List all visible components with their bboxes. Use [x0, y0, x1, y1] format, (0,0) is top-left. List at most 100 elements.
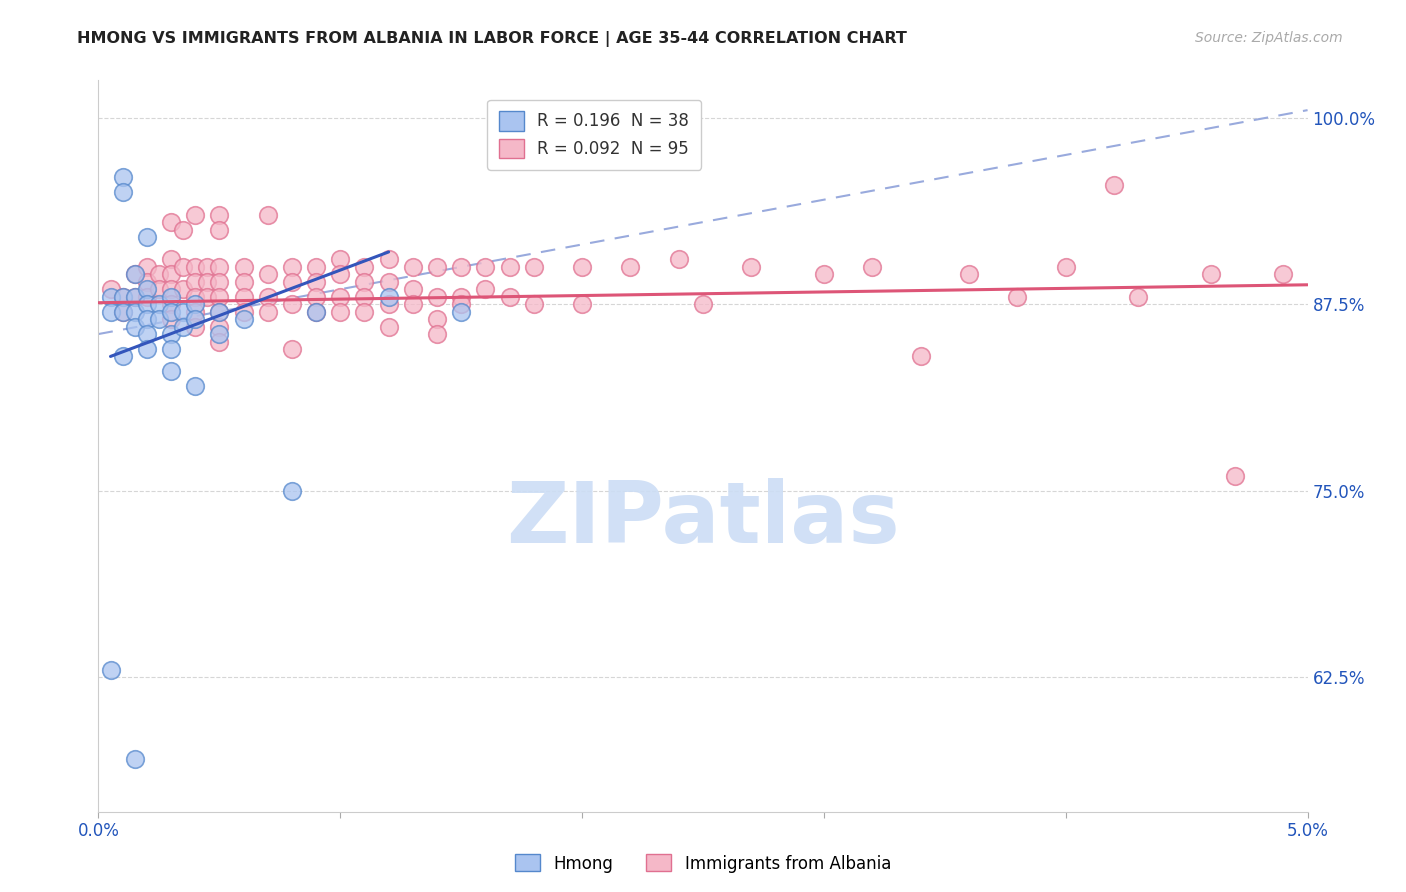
- Point: [668, 252, 690, 267]
- Point: [184, 297, 207, 311]
- Point: [111, 304, 134, 318]
- Point: [195, 275, 218, 289]
- Point: [232, 260, 254, 274]
- Point: [124, 304, 146, 318]
- Point: [1102, 178, 1125, 192]
- Point: [692, 297, 714, 311]
- Point: [208, 319, 231, 334]
- Point: [111, 290, 134, 304]
- Point: [498, 290, 520, 304]
- Point: [281, 483, 304, 498]
- Point: [124, 268, 146, 282]
- Point: [377, 290, 399, 304]
- Point: [124, 290, 146, 304]
- Point: [353, 304, 375, 318]
- Point: [426, 260, 449, 274]
- Point: [184, 275, 207, 289]
- Point: [160, 290, 183, 304]
- Point: [148, 312, 170, 326]
- Point: [305, 304, 328, 318]
- Point: [135, 275, 157, 289]
- Point: [100, 663, 122, 677]
- Point: [860, 260, 883, 274]
- Point: [184, 312, 207, 326]
- Point: [160, 312, 183, 326]
- Point: [1199, 268, 1222, 282]
- Point: [124, 752, 146, 766]
- Point: [184, 379, 207, 393]
- Point: [281, 275, 304, 289]
- Point: [148, 297, 170, 311]
- Point: [281, 342, 304, 356]
- Point: [305, 275, 328, 289]
- Point: [740, 260, 762, 274]
- Point: [377, 319, 399, 334]
- Point: [160, 282, 183, 296]
- Point: [1272, 268, 1295, 282]
- Point: [1223, 468, 1246, 483]
- Point: [160, 364, 183, 378]
- Point: [329, 252, 352, 267]
- Point: [232, 312, 254, 326]
- Point: [402, 260, 425, 274]
- Point: [208, 304, 231, 318]
- Point: [474, 282, 496, 296]
- Point: [160, 326, 183, 341]
- Point: [1128, 290, 1150, 304]
- Point: [184, 208, 207, 222]
- Point: [184, 304, 207, 318]
- Point: [910, 350, 932, 364]
- Legend: R = 0.196  N = 38, R = 0.092  N = 95: R = 0.196 N = 38, R = 0.092 N = 95: [488, 100, 702, 169]
- Point: [195, 290, 218, 304]
- Point: [353, 275, 375, 289]
- Point: [135, 290, 157, 304]
- Point: [135, 326, 157, 341]
- Text: Source: ZipAtlas.com: Source: ZipAtlas.com: [1195, 31, 1343, 45]
- Point: [281, 260, 304, 274]
- Point: [135, 260, 157, 274]
- Legend: Hmong, Immigrants from Albania: Hmong, Immigrants from Albania: [508, 847, 898, 880]
- Point: [426, 326, 449, 341]
- Point: [208, 275, 231, 289]
- Point: [256, 290, 278, 304]
- Point: [402, 282, 425, 296]
- Point: [232, 304, 254, 318]
- Point: [208, 260, 231, 274]
- Point: [256, 268, 278, 282]
- Point: [281, 297, 304, 311]
- Point: [160, 304, 183, 318]
- Point: [135, 312, 157, 326]
- Point: [813, 268, 835, 282]
- Point: [377, 275, 399, 289]
- Point: [160, 252, 183, 267]
- Point: [329, 304, 352, 318]
- Point: [1054, 260, 1077, 274]
- Point: [232, 275, 254, 289]
- Point: [135, 230, 157, 244]
- Point: [111, 170, 134, 185]
- Point: [256, 208, 278, 222]
- Point: [377, 297, 399, 311]
- Point: [450, 297, 472, 311]
- Point: [208, 208, 231, 222]
- Point: [208, 326, 231, 341]
- Point: [402, 297, 425, 311]
- Point: [135, 282, 157, 296]
- Point: [172, 282, 194, 296]
- Point: [377, 252, 399, 267]
- Point: [571, 297, 593, 311]
- Point: [172, 260, 194, 274]
- Point: [353, 290, 375, 304]
- Point: [111, 304, 134, 318]
- Point: [208, 222, 231, 236]
- Point: [111, 290, 134, 304]
- Point: [208, 334, 231, 349]
- Point: [172, 319, 194, 334]
- Point: [184, 319, 207, 334]
- Point: [353, 260, 375, 274]
- Point: [450, 290, 472, 304]
- Point: [450, 304, 472, 318]
- Point: [160, 297, 183, 311]
- Point: [256, 304, 278, 318]
- Point: [160, 268, 183, 282]
